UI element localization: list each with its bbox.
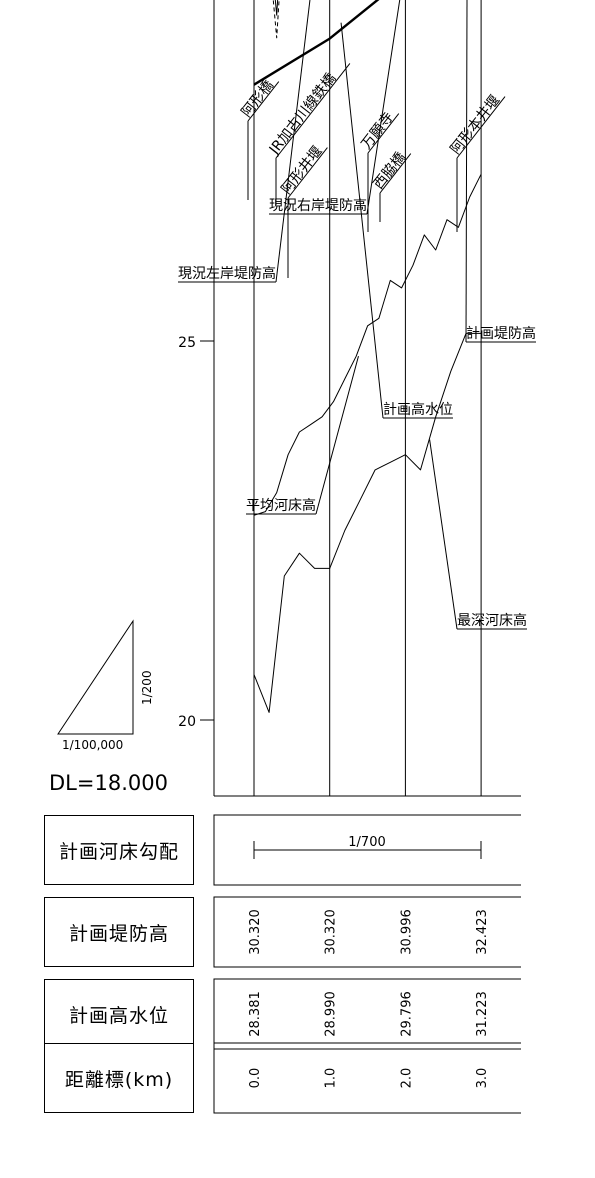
svg-text:阿形井堰: 阿形井堰	[279, 143, 326, 197]
table-value: 3.0	[475, 1068, 490, 1089]
callout-0: 計画堤防高	[465, 0, 536, 343]
y-tick-label: 25	[178, 335, 196, 351]
table-value: 0.0	[248, 1068, 263, 1089]
callout-5: 現況左岸堤防高	[178, 0, 311, 283]
svg-text:最深河床高: 最深河床高	[457, 612, 527, 629]
landmark-1: JR加古川線鉄橋	[266, 63, 351, 205]
table-row-slope-label: 計画河床勾配	[44, 815, 194, 885]
table-row-distance-label: 距離標(km)	[44, 1043, 194, 1113]
landmark-4: 西脇橋	[371, 150, 412, 222]
series-line-1	[253, 0, 380, 86]
callout-1: 計画高水位	[340, 22, 453, 419]
longitudinal-profile-chart: 20253035 計画堤防高計画高水位平均河床高最深河床高現況右岸堤防高現況左岸…	[49, 0, 536, 797]
table-value: 30.320	[324, 909, 339, 955]
callout-3: 最深河床高	[429, 439, 527, 630]
svg-text:計画高水位: 計画高水位	[383, 401, 453, 418]
table-row-levee-label: 計画堤防高	[44, 897, 194, 967]
table-value: 28.381	[248, 991, 263, 1037]
datum-label: DL=18.000	[49, 771, 168, 795]
table-row-hwl-label: 計画高水位	[44, 979, 194, 1049]
triangle-vertical-label: 1/200	[140, 670, 154, 705]
slope-triangle: 1/200 1/100,000	[57, 619, 154, 752]
landmark-5: 阿形本井堰	[448, 92, 506, 232]
table-value: 29.796	[399, 991, 414, 1037]
svg-text:阿形本井堰: 阿形本井堰	[448, 92, 504, 157]
data-table-values: 1/700 30.320 30.320 30.996 32.423 28.381 28.9…	[213, 814, 521, 1114]
table-value: 31.223	[475, 991, 490, 1037]
series-line-2	[253, 173, 482, 516]
table-value: 2.0	[399, 1068, 414, 1089]
slope-value: 1/700	[348, 835, 385, 850]
svg-text:計画堤防高: 計画堤防高	[466, 325, 536, 342]
svg-text:平均河床高: 平均河床高	[246, 497, 316, 514]
series-line-3	[253, 332, 482, 713]
table-value: 30.320	[248, 909, 263, 955]
table-value: 30.996	[399, 909, 414, 955]
svg-text:阿形橋: 阿形橋	[239, 78, 277, 121]
slope-dimension-line	[253, 841, 482, 859]
table-value: 28.990	[324, 991, 339, 1037]
series-line-5	[272, 0, 280, 39]
callout-2: 平均河床高	[246, 356, 359, 515]
triangle-horizontal-label: 1/100,000	[62, 738, 123, 752]
table-value: 32.423	[475, 909, 490, 955]
svg-text:現況左岸堤防高: 現況左岸堤防高	[178, 265, 276, 282]
svg-text:現況右岸堤防高: 現況右岸堤防高	[269, 197, 367, 214]
table-value: 1.0	[324, 1068, 339, 1089]
y-tick-label: 20	[178, 714, 196, 730]
